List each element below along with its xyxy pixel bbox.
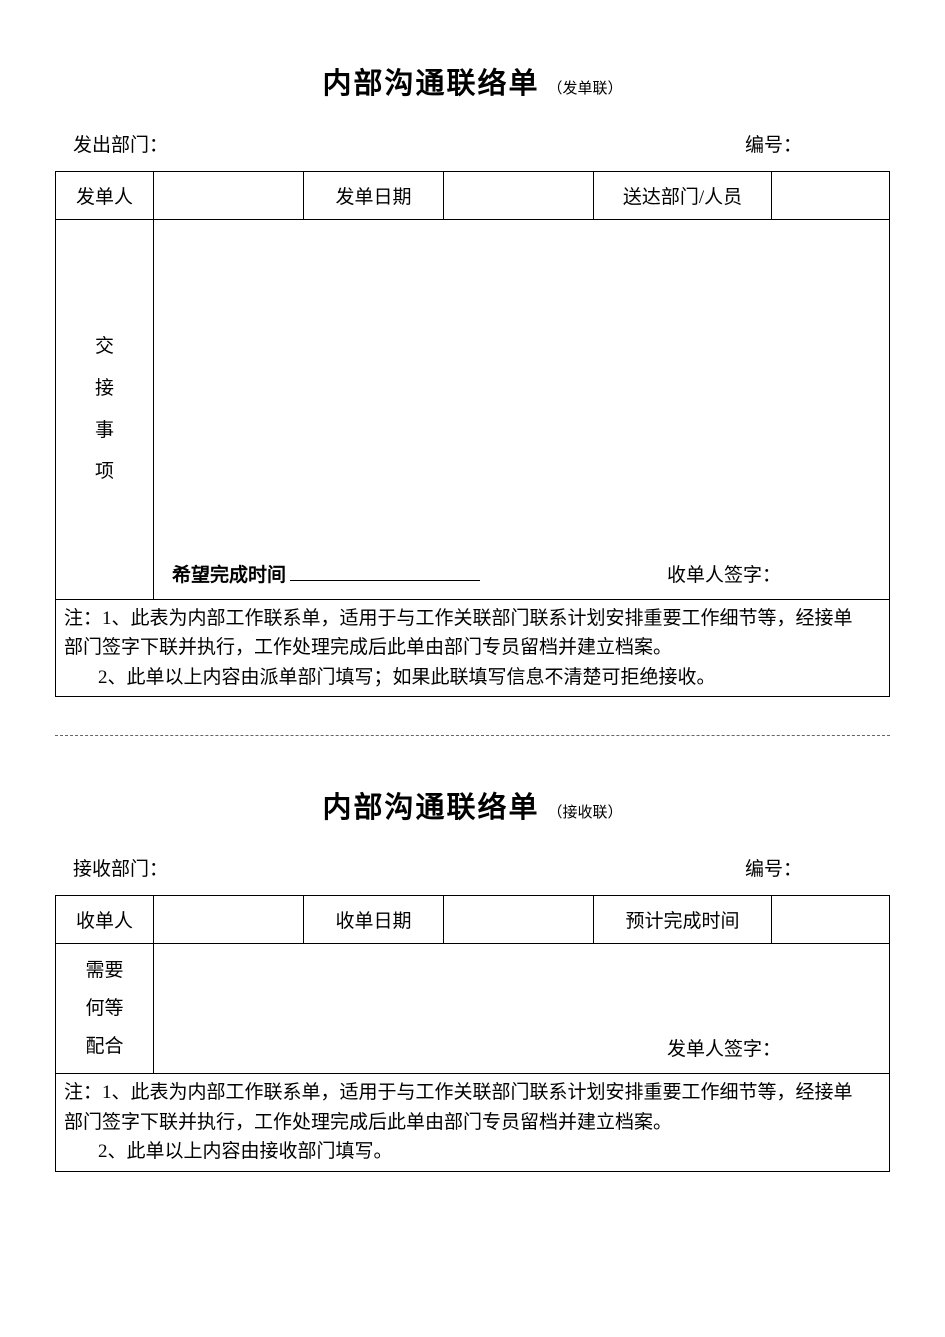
bottom-line-2: 发单人签字： bbox=[172, 1034, 871, 1061]
handover-matters-label: 交 接 事 项 bbox=[56, 220, 154, 600]
bottom-line-1: 希望完成时间 收单人签字： bbox=[172, 560, 871, 587]
vert-char: 接 bbox=[56, 368, 153, 410]
notes2-line1a: 1、此表为内部工作联系单，适用于与工作关联部门联系计划安排重要工作细节等，经接单 bbox=[102, 1082, 853, 1103]
table-row: 需要 何等 配合 发单人签字： bbox=[56, 944, 890, 1074]
expected-complete-label: 预计完成时间 bbox=[594, 896, 772, 944]
handover-matters-body: 希望完成时间 收单人签字： bbox=[154, 220, 890, 600]
vert-word: 何等 bbox=[56, 990, 153, 1028]
notes-line1b: 部门签字下联并执行，工作处理完成后此单由部门专员留档并建立档案。 bbox=[64, 637, 672, 658]
notes2-line2: 2、此单以上内容由接收部门填写。 bbox=[64, 1137, 881, 1166]
form-table-1: 发单人 发单日期 送达部门/人员 交 接 事 项 希望完成时间 收单人签字： bbox=[55, 171, 890, 697]
expected-complete-value bbox=[772, 896, 890, 944]
notes-line2: 2、此单以上内容由派单部门填写；如果此联填写信息不清楚可拒绝接收。 bbox=[64, 663, 881, 692]
sender-label: 发单人 bbox=[56, 172, 154, 220]
sender-sign-label: 发单人签字： bbox=[667, 1034, 781, 1061]
title-row-1: 内部沟通联络单 （发单联） bbox=[55, 60, 890, 102]
main-title-2: 内部沟通联络单 bbox=[322, 792, 539, 824]
cooperation-needed-label: 需要 何等 配合 bbox=[56, 944, 154, 1074]
vert-word: 需要 bbox=[56, 952, 153, 990]
notes-prefix-2: 注： bbox=[64, 1082, 102, 1103]
receive-date-value bbox=[444, 896, 594, 944]
deadline-underline bbox=[290, 562, 480, 581]
table-row: 发单人 发单日期 送达部门/人员 bbox=[56, 172, 890, 220]
table-row: 收单人 收单日期 预计完成时间 bbox=[56, 896, 890, 944]
deliver-to-value bbox=[772, 172, 890, 220]
sender-value bbox=[154, 172, 304, 220]
notes2-line1b: 部门签字下联并执行，工作处理完成后此单由部门专员留档并建立档案。 bbox=[64, 1112, 672, 1133]
vert-char: 事 bbox=[56, 410, 153, 452]
table-row: 交 接 事 项 希望完成时间 收单人签字： bbox=[56, 220, 890, 600]
table-row: 注：1、此表为内部工作联系单，适用于与工作关联部门联系计划安排重要工作细节等，经… bbox=[56, 1074, 890, 1171]
form-send-copy: 内部沟通联络单 （发单联） 发出部门： 编号： 发单人 发单日期 送达部门/人员… bbox=[55, 60, 890, 697]
sending-dept-label: 发出部门： bbox=[73, 130, 168, 157]
form-receive-copy: 内部沟通联络单 （接收联） 接收部门： 编号： 收单人 收单日期 预计完成时间 … bbox=[55, 784, 890, 1171]
tear-line bbox=[55, 735, 890, 736]
serial-label-2: 编号： bbox=[745, 854, 882, 881]
send-date-label: 发单日期 bbox=[304, 172, 444, 220]
notes-line1a: 1、此表为内部工作联系单，适用于与工作关联部门联系计划安排重要工作细节等，经接单 bbox=[102, 608, 853, 629]
deadline-label: 希望完成时间 bbox=[172, 560, 286, 587]
subtitle-1: （发单联） bbox=[548, 81, 623, 97]
deliver-to-label: 送达部门/人员 bbox=[594, 172, 772, 220]
send-date-value bbox=[444, 172, 594, 220]
notes-prefix: 注： bbox=[64, 608, 102, 629]
subtitle-2: （接收联） bbox=[548, 805, 623, 821]
receiver-value bbox=[154, 896, 304, 944]
notes-cell-2: 注：1、此表为内部工作联系单，适用于与工作关联部门联系计划安排重要工作细节等，经… bbox=[56, 1074, 890, 1171]
title-row-2: 内部沟通联络单 （接收联） bbox=[55, 784, 890, 826]
cooperation-body: 发单人签字： bbox=[154, 944, 890, 1074]
vert-char: 交 bbox=[56, 326, 153, 368]
receiver-sign-label: 收单人签字： bbox=[667, 560, 781, 587]
receiver-label: 收单人 bbox=[56, 896, 154, 944]
notes-cell-1: 注：1、此表为内部工作联系单，适用于与工作关联部门联系计划安排重要工作细节等，经… bbox=[56, 600, 890, 697]
header-row-2: 接收部门： 编号： bbox=[73, 854, 882, 881]
form-table-2: 收单人 收单日期 预计完成时间 需要 何等 配合 发单人签字： 注：1、此表为内… bbox=[55, 895, 890, 1171]
table-row: 注：1、此表为内部工作联系单，适用于与工作关联部门联系计划安排重要工作细节等，经… bbox=[56, 600, 890, 697]
vert-char: 项 bbox=[56, 451, 153, 493]
vert-word: 配合 bbox=[56, 1028, 153, 1066]
receive-date-label: 收单日期 bbox=[304, 896, 444, 944]
header-row-1: 发出部门： 编号： bbox=[73, 130, 882, 157]
serial-label-1: 编号： bbox=[745, 130, 882, 157]
receiving-dept-label: 接收部门： bbox=[73, 854, 168, 881]
main-title-1: 内部沟通联络单 bbox=[322, 68, 539, 100]
